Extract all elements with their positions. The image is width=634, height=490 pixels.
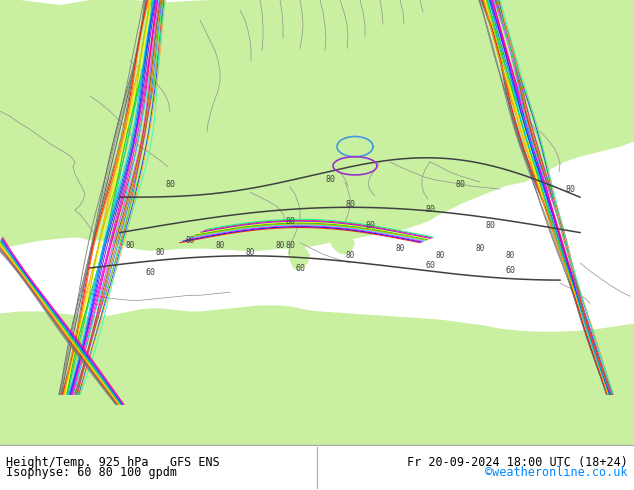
Text: 80: 80 bbox=[476, 244, 484, 253]
Text: 80: 80 bbox=[285, 218, 295, 226]
Text: 80: 80 bbox=[505, 251, 515, 260]
Text: ©weatheronline.co.uk: ©weatheronline.co.uk bbox=[485, 466, 628, 479]
Text: 80: 80 bbox=[165, 180, 175, 189]
Text: 80: 80 bbox=[455, 180, 465, 189]
Text: Fr 20-09-2024 18:00 UTC (18+24): Fr 20-09-2024 18:00 UTC (18+24) bbox=[407, 456, 628, 469]
Text: 80: 80 bbox=[436, 251, 444, 260]
Text: 80: 80 bbox=[345, 200, 355, 209]
Text: 80: 80 bbox=[245, 248, 255, 257]
Text: 60: 60 bbox=[295, 264, 305, 273]
Text: 80: 80 bbox=[346, 251, 354, 260]
Text: 60: 60 bbox=[505, 266, 515, 275]
Text: 80: 80 bbox=[325, 175, 335, 184]
Text: 60: 60 bbox=[425, 261, 435, 270]
Text: 80: 80 bbox=[185, 236, 195, 245]
Polygon shape bbox=[0, 0, 634, 251]
Text: 80: 80 bbox=[425, 205, 435, 214]
Text: 60: 60 bbox=[145, 268, 155, 277]
Polygon shape bbox=[288, 233, 310, 271]
Text: Isophyse: 60 80 100 gpdm: Isophyse: 60 80 100 gpdm bbox=[6, 466, 178, 479]
Polygon shape bbox=[326, 222, 355, 255]
Text: 80: 80 bbox=[396, 244, 404, 253]
Polygon shape bbox=[0, 305, 634, 445]
Text: 80: 80 bbox=[365, 220, 375, 229]
Text: 80: 80 bbox=[126, 241, 134, 250]
Text: 80: 80 bbox=[485, 220, 495, 229]
Text: 80: 80 bbox=[285, 241, 295, 250]
Text: 80: 80 bbox=[155, 248, 165, 257]
Text: Height/Temp. 925 hPa   GFS ENS: Height/Temp. 925 hPa GFS ENS bbox=[6, 456, 220, 469]
Text: 80: 80 bbox=[275, 241, 285, 250]
Text: 80: 80 bbox=[565, 185, 575, 194]
Polygon shape bbox=[50, 202, 115, 241]
Text: 80: 80 bbox=[216, 241, 224, 250]
